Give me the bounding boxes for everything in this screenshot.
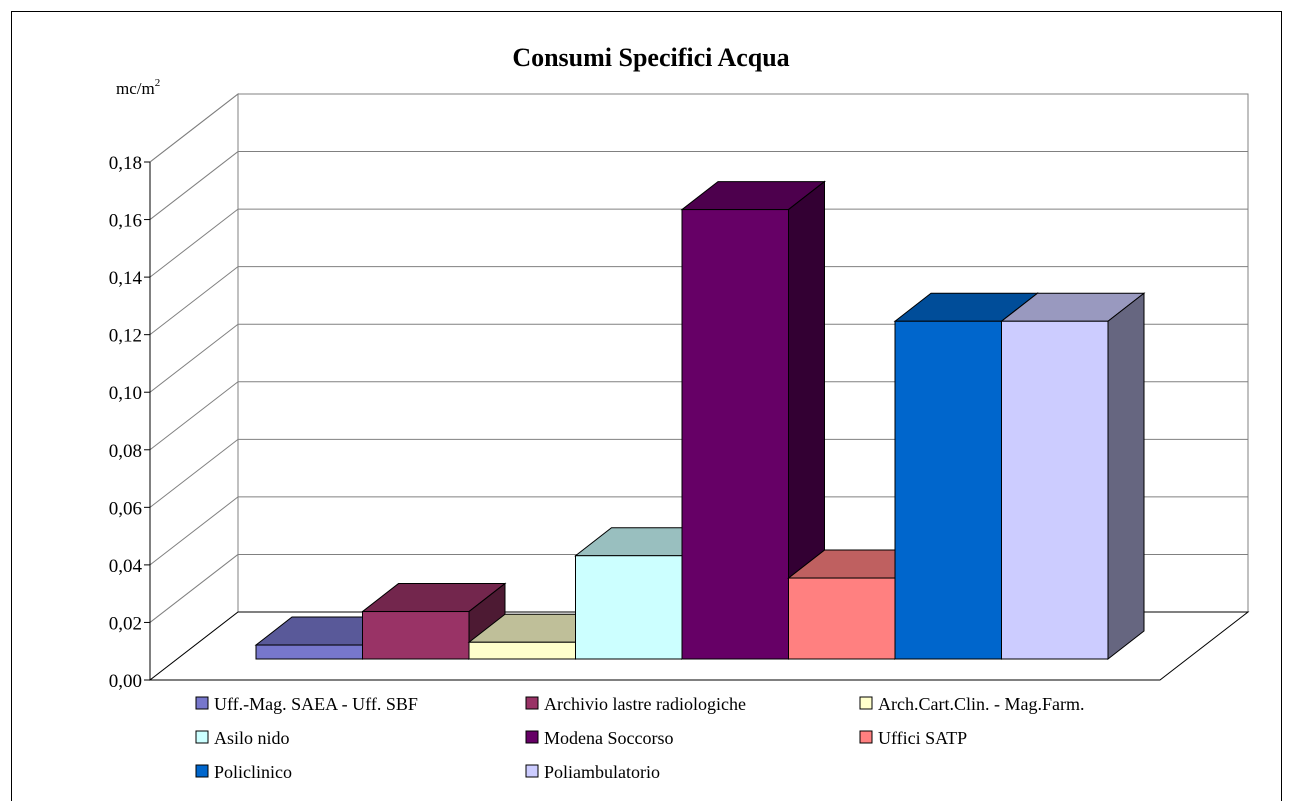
legend-label: Modena Soccorso [544,728,673,748]
legend-label: Uff.-Mag. SAEA - Uff. SBF [214,694,418,714]
legend-swatch [525,764,539,778]
legend: Uff.-Mag. SAEA - Uff. SBF Archivio lastre… [195,694,1084,782]
y-tick-label: 0,02 [109,613,142,634]
y-tick-label: 0,14 [109,268,143,289]
y-tick-label: 0,06 [109,498,142,519]
gridline-side [149,554,239,623]
y-axis-unit-exponent: 2 [155,77,161,89]
gridline-side [149,496,239,566]
bar [680,180,826,661]
y-tick-label: 0,00 [109,671,142,692]
bar-front [468,641,576,660]
bar-front [1001,320,1109,660]
gridline-side [149,93,239,163]
legend-swatch [525,730,539,744]
y-tick-label: 0,16 [109,211,142,232]
bar-side [1107,292,1145,661]
gridline-side [149,151,239,220]
gridline-side [149,381,239,451]
bar-front [788,577,896,660]
y-tick-label: 0,10 [109,383,142,404]
legend-swatch [525,696,539,710]
bar [1000,292,1146,661]
y-axis-unit-base: mc/m [116,79,155,98]
bar-front [255,644,363,660]
y-axis: 0,00 0,02 0,04 0,06 0,08 0,10 0,12 0,14 0,16 0,18 [109,153,151,692]
y-tick-label: 0,12 [109,326,142,347]
legend-label: Arch.Cart.Clin. - Mag.Farm. [878,694,1084,714]
chart-title: Consumi Specifici Acqua [512,43,789,72]
gridline-side [149,438,239,508]
gridline-side [149,323,239,393]
y-tick-label: 0,08 [109,441,142,462]
bars [254,180,1146,661]
legend-label: Asilo nido [214,728,290,748]
legend-swatch [195,764,209,778]
y-tick-label: 0,04 [109,556,143,577]
bar-front [575,555,683,660]
legend-label: Poliambulatorio [544,762,660,782]
bar-front [894,320,1002,660]
side-wall [149,92,239,682]
bar-front [681,209,789,660]
gridline-side [149,266,239,336]
legend-label: Policlinico [214,762,292,782]
legend-label: Uffici SATP [878,728,967,748]
legend-swatch [859,696,873,710]
legend-label: Archivio lastre radiologiche [544,694,746,714]
gridline-side [149,208,239,278]
bar-front [362,611,470,660]
legend-swatch [195,730,209,744]
y-axis-unit: mc/m2 [116,77,160,98]
legend-swatch [195,696,209,710]
legend-swatch [859,730,873,744]
y-tick-label: 0,18 [109,153,142,174]
